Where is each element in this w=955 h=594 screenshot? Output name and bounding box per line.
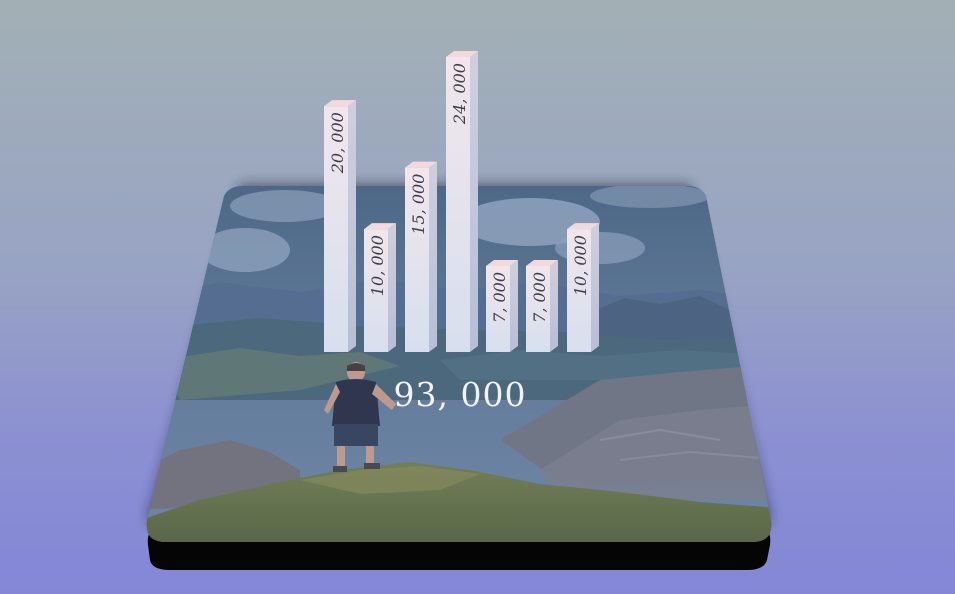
bar-value-label-2: 10, 000 — [368, 235, 387, 296]
bar-side-5 — [510, 259, 518, 352]
bar-value-label-5: 7, 000 — [490, 272, 509, 323]
bar-top-4 — [446, 51, 478, 57]
bar-6: 7, 000 — [526, 259, 558, 352]
bar-front-7 — [567, 229, 591, 352]
bar-top-5 — [486, 259, 518, 266]
bar-value-label-7: 10, 000 — [571, 235, 590, 296]
total-label: 93, 000 — [394, 375, 527, 414]
bar-side-6 — [550, 259, 558, 352]
bar-top-6 — [526, 259, 558, 266]
bar-front-4 — [446, 57, 470, 352]
bar-5: 7, 000 — [486, 259, 518, 352]
bar-front-3 — [405, 167, 429, 352]
bar-top-3 — [405, 161, 437, 168]
bar-front-5 — [486, 265, 510, 352]
bar-top-1 — [324, 100, 356, 107]
bar-side-2 — [388, 223, 396, 352]
bar-top-2 — [364, 223, 396, 230]
hiker-figure — [324, 362, 396, 472]
bar-2: 10, 000 — [364, 223, 396, 352]
bar-side-7 — [591, 223, 599, 352]
bar-value-label-4: 24, 000 — [450, 63, 469, 125]
bar-1: 20, 000 — [324, 100, 356, 353]
bar-side-1 — [348, 100, 356, 353]
bar-front-6 — [526, 265, 550, 352]
bar-front-1 — [324, 106, 348, 353]
bar-7: 10, 000 — [567, 223, 599, 352]
bar-value-label-1: 20, 000 — [328, 112, 347, 174]
bar-value-label-6: 7, 000 — [530, 272, 549, 323]
bar-side-3 — [429, 161, 437, 352]
bar-front-2 — [364, 229, 388, 352]
bar-side-4 — [470, 51, 478, 352]
bar-value-label-3: 15, 000 — [409, 174, 428, 235]
bars-layer: 20, 000 10, 000 15, 000 24, 000 7, 000 7, 000… — [324, 51, 599, 353]
bar-3: 15, 000 — [405, 161, 437, 352]
bar-top-7 — [567, 223, 599, 230]
bar-4: 24, 000 — [446, 51, 478, 352]
